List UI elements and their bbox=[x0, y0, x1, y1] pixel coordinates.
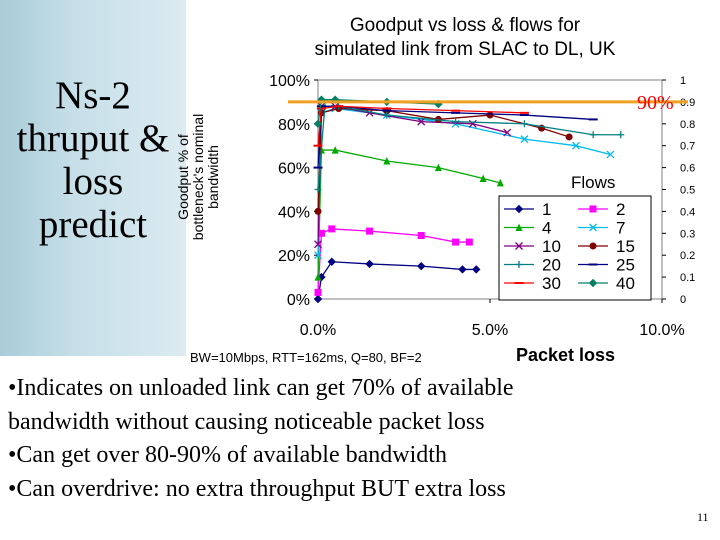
y2-tick-label: 1 bbox=[680, 75, 686, 87]
x-tick-label: 0.0% bbox=[300, 322, 336, 339]
y-tick-label: 0% bbox=[287, 292, 310, 309]
slide-title-line-4: predict bbox=[38, 203, 148, 246]
data-point bbox=[331, 146, 339, 154]
bullet-1-continued: bandwidth without causing noticeable pac… bbox=[8, 408, 485, 435]
slide-title: Ns-2 thruput & loss predict bbox=[0, 74, 186, 246]
sidebar-panel bbox=[0, 0, 186, 356]
threshold-label: 90% bbox=[637, 92, 674, 114]
y2-tick-label: 0.6 bbox=[680, 163, 695, 175]
y2-tick-label: 0.4 bbox=[680, 206, 695, 218]
y2-tick-label: 0.3 bbox=[680, 228, 695, 240]
legend-label: 4 bbox=[542, 219, 551, 238]
legend-label: 7 bbox=[616, 219, 625, 238]
chart-title-line-1: Goodput vs loss & flows for bbox=[349, 15, 581, 36]
page-number: 11 bbox=[697, 510, 709, 524]
series-2 bbox=[314, 225, 473, 296]
data-point bbox=[452, 118, 460, 126]
y-tick-label: 40% bbox=[278, 204, 310, 221]
data-point bbox=[313, 119, 323, 129]
data-point bbox=[313, 294, 323, 304]
legend-swatch-marker bbox=[514, 204, 524, 214]
legend-label: 10 bbox=[542, 237, 561, 256]
data-point bbox=[572, 141, 580, 150]
legend-label: 20 bbox=[542, 256, 561, 275]
data-point bbox=[314, 288, 322, 296]
x-axis-label: Packet loss bbox=[516, 345, 616, 365]
y-tick-label: 80% bbox=[278, 117, 310, 134]
data-point bbox=[417, 231, 425, 239]
series-line-30 bbox=[317, 105, 525, 146]
data-point bbox=[458, 265, 467, 274]
chart-title-line-2: simulated link from SLAC to DL, UK bbox=[314, 39, 616, 60]
y2-tick-label: 0.8 bbox=[680, 119, 695, 131]
slide-title-line-3: loss bbox=[62, 160, 124, 203]
y2-tick-label: 0.7 bbox=[680, 141, 695, 153]
legend-swatch-marker bbox=[589, 223, 597, 232]
legend-label: 40 bbox=[616, 274, 635, 293]
y2-tick-label: 0.1 bbox=[680, 272, 695, 284]
y-tick-label: 60% bbox=[278, 161, 310, 178]
data-point bbox=[383, 157, 391, 165]
y-tick-label: 20% bbox=[278, 248, 310, 265]
data-point bbox=[314, 273, 322, 281]
legend-title: Flows bbox=[571, 173, 615, 192]
data-point bbox=[452, 238, 460, 246]
data-point bbox=[317, 229, 325, 237]
data-point bbox=[383, 111, 391, 119]
y-tick-label: 100% bbox=[269, 73, 310, 90]
data-point bbox=[486, 111, 494, 119]
legend-label: 30 bbox=[542, 274, 561, 293]
data-point bbox=[416, 261, 426, 271]
data-point bbox=[417, 117, 426, 126]
data-point bbox=[314, 240, 322, 249]
legend-swatch-marker bbox=[589, 242, 597, 250]
bullet-list: •Indicates on unloaded link can get 70% … bbox=[8, 372, 708, 506]
data-point bbox=[565, 133, 573, 141]
data-point bbox=[589, 131, 597, 139]
data-point bbox=[606, 150, 615, 159]
data-point bbox=[520, 135, 529, 144]
data-point bbox=[314, 207, 322, 215]
bullet-2: •Can get over 80-90% of available bandwi… bbox=[8, 442, 447, 468]
y2-tick-label: 0.2 bbox=[680, 250, 695, 262]
legend-swatch-marker bbox=[589, 205, 597, 213]
data-point bbox=[465, 238, 473, 246]
data-point bbox=[520, 120, 528, 128]
data-point bbox=[328, 225, 336, 233]
slide-title-line-1: Ns-2 bbox=[55, 74, 131, 117]
legend-swatch-marker bbox=[515, 261, 523, 268]
bullet-1: •Indicates on unloaded link can get 70% … bbox=[8, 375, 514, 401]
legend-label: 2 bbox=[616, 200, 625, 219]
data-point bbox=[327, 257, 336, 266]
series-1 bbox=[313, 257, 481, 304]
data-point bbox=[365, 259, 374, 269]
data-point bbox=[617, 131, 625, 139]
legend-swatch-marker bbox=[588, 278, 598, 288]
y2-tick-label: 0 bbox=[680, 294, 686, 306]
legend-swatch-marker bbox=[515, 242, 523, 250]
data-point bbox=[366, 227, 374, 235]
x-tick-label: 10.0% bbox=[639, 322, 684, 339]
legend-label: 15 bbox=[616, 237, 635, 256]
simulation-params: BW=10Mbps, RTT=162ms, Q=80, BF=2 bbox=[190, 350, 422, 365]
slide-title-line-2: thruput & bbox=[16, 117, 170, 160]
bullet-3: •Can overdrive: no extra throughput BUT … bbox=[8, 475, 506, 502]
series-30 bbox=[313, 105, 529, 147]
legend-label: 25 bbox=[616, 256, 635, 275]
y2-tick-label: 0.5 bbox=[680, 185, 695, 197]
x-tick-label: 5.0% bbox=[472, 322, 508, 339]
data-point bbox=[434, 163, 442, 172]
legend-label: 1 bbox=[542, 200, 551, 219]
data-point bbox=[503, 128, 512, 137]
chart-title: Goodput vs loss & flows for simulated li… bbox=[250, 14, 680, 62]
legend-swatch-marker bbox=[515, 223, 523, 231]
data-point bbox=[479, 174, 487, 183]
data-point bbox=[472, 265, 481, 274]
data-point bbox=[314, 251, 322, 260]
data-point bbox=[314, 186, 322, 193]
data-point bbox=[496, 178, 504, 187]
